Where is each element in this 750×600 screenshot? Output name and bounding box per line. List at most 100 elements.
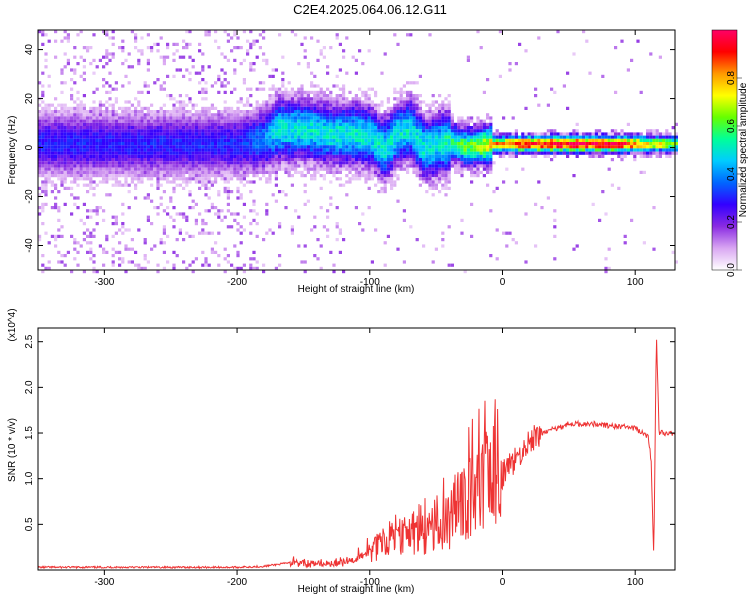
spectrogram-cell (290, 151, 294, 155)
spectrogram-cell (127, 122, 131, 126)
spectrogram-cell (178, 228, 182, 232)
spectrogram-cell (210, 174, 214, 178)
spectrogram-cell (306, 122, 310, 126)
spectrogram-cell (82, 65, 86, 69)
spectrogram-cell (41, 106, 45, 110)
spectrogram-cell (406, 170, 410, 174)
spectrogram-cell (146, 84, 150, 88)
spectrogram-cell (198, 42, 202, 46)
spectrogram-cell (511, 154, 515, 158)
spectrogram-cell (319, 148, 323, 152)
spectrogram-cell (447, 113, 451, 117)
spectrogram-cell (486, 132, 490, 136)
spectrogram-cell (239, 167, 243, 171)
spectrogram-cell (406, 167, 410, 171)
spectrogram-cell (102, 126, 106, 130)
spectrogram-cell (178, 148, 182, 152)
spectrogram-cell (300, 138, 304, 142)
spectrogram-cell (44, 106, 48, 110)
spectrogram-cell (620, 145, 624, 149)
spectrogram-cell (242, 138, 246, 142)
spectrogram-cell (348, 177, 352, 181)
spectrogram-cell (489, 154, 493, 158)
spectrogram-cell (281, 151, 285, 155)
spectrogram-cell (194, 132, 198, 136)
spectrogram-cell (409, 90, 413, 94)
spectrogram-cell (124, 167, 128, 171)
spectrogram-cell (303, 145, 307, 149)
spectrogram-cell (268, 161, 272, 165)
spectrogram-cell (226, 202, 230, 206)
spectrogram-cell (198, 170, 202, 174)
spectrogram-cell (303, 94, 307, 98)
spectrogram-cell (290, 225, 294, 229)
spectrogram-cell (95, 122, 99, 126)
spectrogram-cell (287, 170, 291, 174)
spectrogram-cell (274, 151, 278, 155)
spectrogram-cell (66, 158, 70, 162)
spectrogram-cell (130, 126, 134, 130)
spectrogram-cell (438, 190, 442, 194)
spectrogram-cell (313, 122, 317, 126)
spectrogram-cell (79, 151, 83, 155)
spectrogram-cell (294, 110, 298, 114)
spectrogram-cell (454, 138, 458, 142)
spectrogram-cell (204, 113, 208, 117)
spectrogram-cell (86, 138, 90, 142)
spectrogram-cell (98, 145, 102, 149)
spectrogram-cell (287, 158, 291, 162)
spectrogram-cell (111, 36, 115, 40)
spectrogram-cell (134, 174, 138, 178)
spectrogram-cell (332, 126, 336, 130)
spectrogram-cell (399, 122, 403, 126)
spectrogram-cell (236, 196, 240, 200)
spectrogram-cell (121, 174, 125, 178)
spectrogram-cell (310, 135, 314, 139)
spectrogram-cell (249, 222, 253, 226)
spectrogram-cell (252, 122, 256, 126)
spectrogram-cell (588, 135, 592, 139)
spectrogram-cell (290, 100, 294, 104)
spectrogram-cell (319, 90, 323, 94)
spectrogram-cell (450, 116, 454, 120)
spectrogram-cell (332, 158, 336, 162)
spectrogram-cell (172, 164, 176, 168)
spectrogram-cell (124, 119, 128, 123)
spectrogram-cell (294, 132, 298, 136)
spectrogram-cell (137, 58, 141, 62)
spectrogram-cell (204, 151, 208, 155)
spectrogram-cell (271, 68, 275, 72)
spectrogram-cell (418, 170, 422, 174)
spectrogram-cell (143, 132, 147, 136)
spectrogram-cell (303, 103, 307, 107)
spectrogram-cell (313, 135, 317, 139)
spectrogram-cell (374, 142, 378, 146)
spectrogram-cell (502, 145, 506, 149)
spectrogram-cell (434, 158, 438, 162)
spectrogram-cell (172, 74, 176, 78)
spectrogram-cell (233, 46, 237, 50)
spectrogram-cell (252, 161, 256, 165)
spectrogram-cell (418, 177, 422, 181)
spectrogram-cell (182, 138, 186, 142)
spectrogram-cell (137, 263, 141, 267)
spectrogram-cell (207, 119, 211, 123)
spectrogram-cell (470, 161, 474, 165)
spectrogram-cell (134, 122, 138, 126)
spectrogram-cell (111, 151, 115, 155)
spectrogram-cell (188, 161, 192, 165)
spectrogram-cell (146, 215, 150, 219)
spectrogram-cell (537, 151, 541, 155)
spectrogram-cell (60, 183, 64, 187)
spectrogram-cell (374, 151, 378, 155)
spectrogram-cell (463, 122, 467, 126)
spectrogram-cell (374, 161, 378, 165)
spectrogram-cell (44, 126, 48, 130)
spectrogram-cell (284, 154, 288, 158)
spectrogram-cell (204, 170, 208, 174)
spectrogram-cell (44, 183, 48, 187)
spectrogram-cell (249, 135, 253, 139)
spectrogram-cell (233, 174, 237, 178)
spectrogram-cell (130, 167, 134, 171)
spectrogram-cell (271, 158, 275, 162)
